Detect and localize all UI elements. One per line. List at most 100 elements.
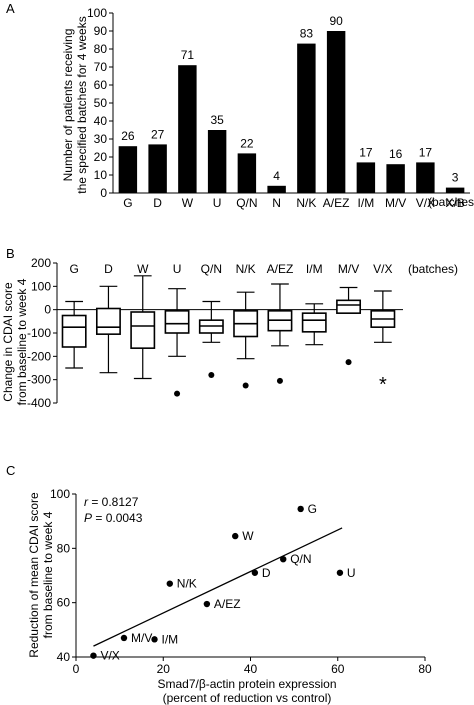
point-d [251, 569, 259, 576]
category-label-b: W [137, 262, 149, 276]
point-m-v [120, 634, 128, 642]
y-tick-label-c: 40 [57, 650, 71, 664]
data-label-a: 27 [151, 127, 165, 141]
box-d [95, 307, 121, 335]
x-tick-labels-c: 0 20 40 60 80 [73, 662, 432, 676]
y-tick-label-a: 60 [94, 78, 108, 92]
stats-p-value: = 0.0043 [92, 511, 143, 525]
data-labels-a: 26 27 71 35 22 4 83 90 17 16 17 3 [121, 14, 459, 185]
y-tick-label-a: 80 [94, 42, 108, 56]
bar-n [267, 185, 286, 193]
boxes-b: * [61, 275, 396, 397]
x-tick-label-c: 20 [157, 662, 171, 676]
box-m-v [336, 299, 362, 314]
ylabel-c-line2: from baseline to week 4 [41, 511, 55, 638]
fit-line-c [93, 527, 343, 647]
xlabel-c: Smad7/β-actin protein expression [158, 677, 337, 691]
ylabel-a-line1: Number of patients receiving [61, 29, 75, 182]
bar-chart-panel-a: Number of patients receiving the specifi… [61, 6, 474, 210]
x-tick-label-c: 40 [244, 662, 258, 676]
panel-letter-b: B [6, 246, 15, 261]
regression-line [93, 527, 343, 647]
box-i-m [301, 312, 327, 333]
xlabel-a: (batches) [428, 195, 474, 209]
outlier-n-k [242, 382, 249, 389]
y-tick-label-a: 20 [94, 150, 108, 164]
y-tick-label-a: 40 [94, 114, 108, 128]
x-tick-label-a: U [213, 196, 222, 210]
ylabel-b-line2: from baseline to week 4 [15, 278, 29, 405]
bar-u [207, 130, 227, 193]
category-label-b: G [69, 262, 78, 276]
data-label-a: 35 [210, 113, 224, 127]
panel-letter-c: C [6, 463, 15, 478]
point-v-x [90, 652, 97, 659]
outlier-m-v [345, 359, 352, 366]
y-tick-label-b: -100 [27, 326, 51, 340]
point-label-i-m: I/M [162, 632, 179, 646]
bar-n-k [297, 43, 316, 193]
outlier-q-n [208, 372, 215, 378]
y-tick-label-a: 90 [94, 24, 108, 38]
outlier-a-ez [276, 377, 283, 384]
x-tick-label-a: N/K [296, 196, 316, 210]
x-tick-label-c: 0 [73, 662, 80, 676]
y-tick-label-a: 10 [94, 168, 108, 182]
x-tick-label-a: I/M [358, 196, 375, 210]
stats-r: r = 0.8127 [84, 495, 139, 509]
point-n-k [166, 580, 173, 587]
point-u [336, 569, 344, 576]
points-c: G W Q/N D U N/K A/EZ M/V I/M V/X [90, 502, 356, 663]
category-label-b: Q/N [201, 262, 222, 276]
bar-i-m [356, 162, 376, 193]
category-labels-b: G D W U Q/N N/K A/EZ I/M M/V V/X [69, 262, 392, 276]
category-label-b: D [104, 262, 113, 276]
bar-q-n [237, 153, 257, 193]
ylabel-b-line1: Change in CDAI score [1, 282, 15, 402]
bar-v-x [416, 162, 435, 193]
x-tick-label-a: M/V [385, 196, 406, 210]
data-label-a: 83 [300, 27, 314, 41]
category-label-b: U [173, 262, 182, 276]
x-tick-label-a: W [182, 196, 194, 210]
data-label-a: 4 [273, 169, 280, 183]
x-tick-label-a: G [123, 196, 132, 210]
point-w [232, 532, 239, 540]
outlier-u [174, 390, 181, 397]
x-tick-label-a: A/EZ [323, 196, 350, 210]
y-tick-label-a: 30 [94, 132, 108, 146]
y-tick-label-c: 80 [57, 541, 71, 555]
bar-a-ez [326, 31, 346, 193]
y-tick-label-b: -400 [27, 396, 51, 410]
x-tick-label-c: 60 [331, 662, 345, 676]
point-label-q-n: Q/N [290, 552, 311, 566]
point-label-n-k: N/K [177, 577, 197, 591]
bars-a [118, 31, 465, 193]
x-tick-label-a: V/X [416, 196, 435, 210]
point-q-n [280, 556, 287, 563]
y-tick-label-c: 60 [57, 596, 71, 610]
scatter-panel-c: Reduction of mean CDAI score from baseli… [27, 487, 432, 705]
x-tick-labels-a: G D W U Q/N N N/K A/EZ I/M M/V V/X X/B [123, 196, 465, 210]
y-tick-labels-c: 40 60 80 100 [50, 487, 70, 664]
bar-m-v [386, 164, 405, 193]
stats-r-symbol: r [84, 495, 89, 509]
y-tick-label-a: 50 [94, 96, 108, 110]
category-label-b: N/K [236, 262, 256, 276]
point-g [297, 505, 304, 513]
data-label-a: 3 [452, 171, 459, 185]
point-label-u: U [347, 566, 356, 580]
x-tick-label-a: N [272, 196, 281, 210]
data-label-a: 17 [419, 145, 433, 159]
y-tick-label-b: -200 [27, 349, 51, 363]
point-label-w: W [242, 529, 254, 543]
point-a-ez [203, 600, 211, 608]
data-label-a: 90 [329, 14, 343, 28]
y-tick-label-b: 200 [31, 256, 51, 270]
bar-d [148, 144, 167, 193]
box-u [164, 310, 190, 334]
box-g [61, 314, 87, 348]
y-tick-label-b: -300 [27, 373, 51, 387]
xlabel-c-sub: (percent of reduction vs control) [163, 691, 332, 705]
